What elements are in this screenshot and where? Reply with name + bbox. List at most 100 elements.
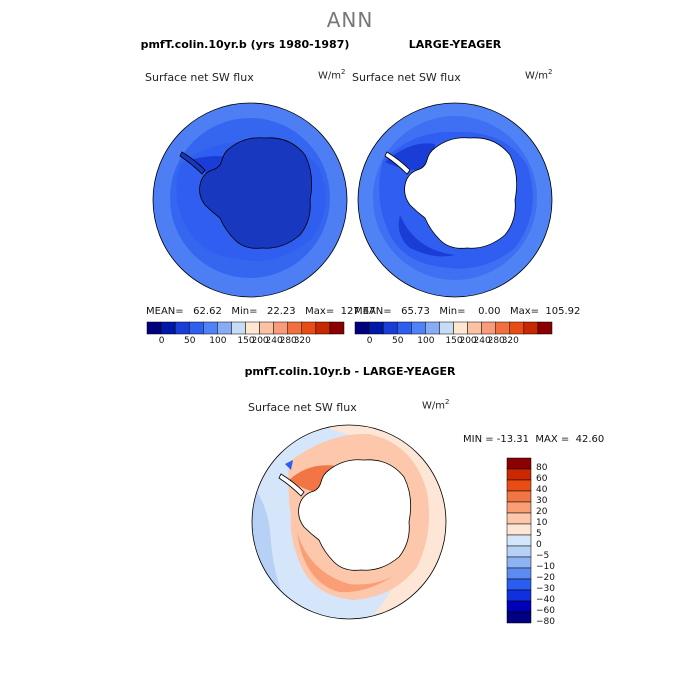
colorbar-swatch <box>506 567 532 580</box>
colorbar-tick-label: −5 <box>536 551 550 561</box>
panel3-map-border <box>251 424 447 620</box>
panel3-min-spot <box>285 460 293 470</box>
panel2-map-border <box>357 102 553 298</box>
colorbar-tick-label: −80 <box>536 617 555 627</box>
colorbar-swatch <box>287 321 303 335</box>
panel2-colorbar-ticks: 0 50 100 150 200 240 280 320 <box>355 336 552 348</box>
panel3-colorbar-ticks: 80 60 40 30 20 10 5 0 −5 −10 −20 −30 −40 −60 −80 <box>536 458 576 627</box>
colorbar-tick-label: 0 <box>536 540 542 550</box>
colorbar-swatch <box>523 321 539 335</box>
colorbar-tick-label: 200 <box>459 336 477 346</box>
colorbar-tick-label: 0 <box>366 336 373 346</box>
colorbar-swatch <box>506 512 532 525</box>
colorbar-tick-label: −10 <box>536 562 555 572</box>
colorbar-tick-label: 280 <box>487 336 505 346</box>
panel2-peninsula <box>384 151 411 175</box>
colorbar-swatch <box>315 321 331 335</box>
colorbar-tick-label: 20 <box>536 507 548 517</box>
colorbar-tick-label: 150 <box>237 336 255 346</box>
panel3-ross-max <box>297 532 399 593</box>
colorbar-swatch <box>509 321 525 335</box>
figure-title: ANN <box>326 8 374 32</box>
colorbar-swatch <box>506 556 532 569</box>
colorbar-tick-label: 100 <box>417 336 435 346</box>
panel1-peninsula <box>179 151 206 175</box>
colorbar-swatch <box>411 321 426 335</box>
colorbar-tick-label: 50 <box>391 336 404 346</box>
panel3-min-max: MIN = -13.31 MAX = 42.60 <box>463 434 605 445</box>
panel3-antarctica <box>298 459 412 571</box>
panel2-ross-band <box>398 215 455 257</box>
colorbar-swatch <box>506 490 532 503</box>
colorbar-swatch <box>506 578 532 591</box>
colorbar-swatch <box>174 321 190 335</box>
colorbar-swatch <box>506 600 532 613</box>
colorbar-swatch <box>506 611 532 624</box>
colorbar-swatch <box>231 321 246 335</box>
colorbar-swatch <box>506 545 532 558</box>
panel1-antarctica <box>199 137 313 249</box>
colorbar-swatch <box>506 534 532 547</box>
colorbar-tick-label: 150 <box>445 336 463 346</box>
colorbar-swatch <box>217 321 232 335</box>
colorbar-tick-label: 50 <box>183 336 196 346</box>
panel1-title: pmfT.colin.10yr.b (yrs 1980-1987) <box>140 38 350 51</box>
colorbar-tick-label: 320 <box>501 336 519 346</box>
colorbar-tick-label: 80 <box>536 463 548 473</box>
panel1-stats: MEAN= 62.62 Min= 22.23 Max= 127.47 <box>146 306 376 317</box>
panel1-colorbar-ticks: 0 50 100 150 200 240 280 320 <box>147 336 344 348</box>
colorbar-tick-label: −20 <box>536 573 555 583</box>
colorbar-tick-label: 5 <box>536 529 542 539</box>
colorbar-swatch <box>506 523 532 536</box>
colorbar-tick-label: 280 <box>279 336 297 346</box>
colorbar-tick-label: 240 <box>473 336 491 346</box>
colorbar-swatch <box>506 457 532 470</box>
colorbar-swatch <box>506 589 532 602</box>
colorbar-swatch <box>396 321 412 335</box>
colorbar-tick-label: −30 <box>536 584 555 594</box>
colorbar-swatch <box>439 321 454 335</box>
colorbar-swatch <box>506 501 532 514</box>
panel3-title: pmfT.colin.10yr.b - LARGE-YEAGER <box>244 365 456 378</box>
colorbar-swatch <box>203 321 218 335</box>
colorbar-swatch <box>368 321 384 335</box>
colorbar-swatch <box>506 468 532 481</box>
colorbar-swatch <box>425 321 440 335</box>
colorbar-tick-label: 40 <box>536 485 548 495</box>
colorbar-tick-label: −40 <box>536 595 555 605</box>
colorbar-swatch <box>273 321 288 335</box>
colorbar-tick-label: 200 <box>251 336 269 346</box>
colorbar-tick-label: −60 <box>536 606 555 616</box>
colorbar-swatch <box>467 321 482 335</box>
colorbar-swatch <box>495 321 511 335</box>
colorbar-swatch <box>188 321 204 335</box>
colorbar-swatch <box>354 321 370 335</box>
panel3-polar-map <box>251 424 447 620</box>
colorbar-tick-label: 100 <box>209 336 227 346</box>
colorbar-swatch <box>160 321 176 335</box>
colorbar-swatch <box>329 321 345 335</box>
colorbar-swatch <box>259 321 274 335</box>
colorbar-tick-label: 60 <box>536 474 548 484</box>
colorbar-swatch <box>506 479 532 492</box>
panel3-units: W/m2 <box>422 398 450 412</box>
colorbar-swatch <box>537 321 553 335</box>
panel1-variable-label: Surface net SW flux <box>145 71 254 84</box>
panel2-units: W/m2 <box>525 68 553 82</box>
panel1-polar-map <box>152 102 348 298</box>
colorbar-tick-label: 240 <box>265 336 283 346</box>
colorbar-swatch <box>245 321 260 335</box>
panel1-units: W/m2 <box>318 68 346 82</box>
colorbar-swatch <box>382 321 398 335</box>
panel2-variable-label: Surface net SW flux <box>352 71 461 84</box>
colorbar-swatch <box>481 321 496 335</box>
panel1-colorbar <box>146 321 345 335</box>
panel2-polar-map <box>357 102 553 298</box>
panel2-antarctica <box>404 137 518 249</box>
colorbar-swatch <box>301 321 317 335</box>
panel3-peninsula <box>278 473 305 497</box>
colorbar-tick-label: 320 <box>293 336 311 346</box>
panel3-variable-label: Surface net SW flux <box>248 401 357 414</box>
colorbar-swatch <box>146 321 162 335</box>
panel1-map-border <box>152 102 348 298</box>
